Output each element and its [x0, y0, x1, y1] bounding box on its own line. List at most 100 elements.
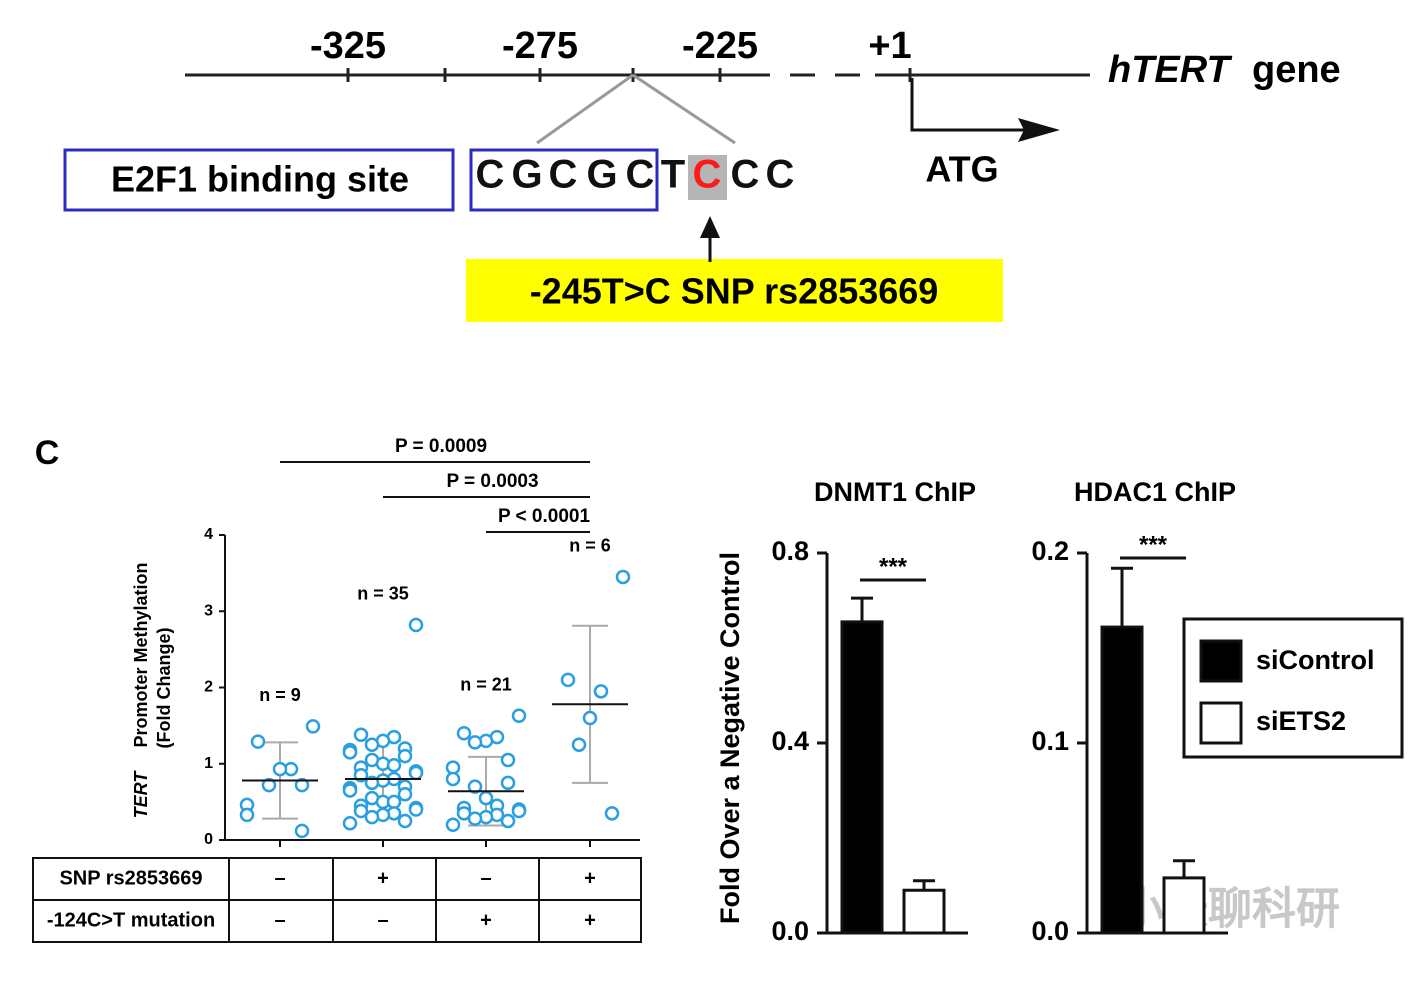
data-point [364, 809, 380, 825]
data-point [353, 727, 369, 743]
data-point [408, 765, 424, 781]
p-value: P = 0.0003 [446, 471, 538, 492]
n-label: n = 6 [569, 536, 611, 556]
y-axis-label: Promoter Methylation [131, 562, 151, 747]
legend-label: siControl [1256, 645, 1375, 675]
data-point [250, 734, 266, 749]
chart-title: DNMT1 ChIP [814, 477, 976, 507]
data-point [353, 803, 369, 819]
data-point [571, 737, 587, 752]
data-point [445, 817, 461, 832]
table-cell: – [274, 909, 285, 931]
legend-swatch [1199, 701, 1243, 745]
data-point [397, 813, 413, 829]
sequence-letter: C [549, 153, 578, 197]
table-cell: – [274, 867, 285, 889]
bar [1100, 625, 1144, 935]
table-cell: + [480, 909, 492, 931]
chart-title: HDAC1 ChIP [1074, 477, 1236, 507]
data-point [294, 823, 310, 839]
data-point [511, 803, 527, 819]
data-point [342, 783, 358, 798]
n-label: n = 35 [357, 584, 409, 604]
data-point [582, 710, 598, 726]
gene-line [185, 68, 1090, 82]
sequence-letter: C [766, 153, 795, 197]
panel-label: C [35, 434, 60, 472]
data-point [615, 569, 631, 585]
legend-label: siETS2 [1256, 706, 1346, 736]
p-value: P = 0.0009 [395, 436, 487, 457]
legend-swatch [1199, 639, 1243, 683]
y-tick-label: 3 [204, 602, 213, 619]
table-cell: -124C>T mutation [47, 909, 215, 931]
position-label: -225 [682, 25, 758, 67]
y-axis-label: TERT [131, 770, 151, 819]
y-tick-label: 0.0 [1031, 916, 1069, 946]
y-axis-label: (Fold Change) [154, 628, 174, 749]
table-cell: + [584, 867, 596, 889]
y-tick-label: 4 [204, 526, 213, 543]
sequence-letter: G [586, 153, 617, 197]
gene-word: gene [1252, 49, 1341, 91]
position-label: -275 [502, 25, 578, 67]
significance: *** [879, 553, 908, 580]
data-point [467, 735, 483, 750]
significance: *** [1139, 531, 1168, 558]
y-tick-label: 0.1 [1031, 726, 1069, 756]
watermark: 小张聊科研 [1120, 885, 1340, 934]
data-point [342, 745, 358, 760]
data-point [261, 777, 277, 793]
y-tick-label: 0.2 [1031, 536, 1069, 566]
sequence-letter: C [626, 153, 655, 197]
position-label: -325 [310, 25, 386, 67]
data-point [294, 777, 310, 793]
atg-label: ATG [925, 149, 998, 190]
data-point [364, 737, 380, 752]
bar [1162, 876, 1206, 935]
y-tick-label: 0.8 [771, 536, 809, 566]
data-point [500, 752, 516, 768]
e2f1-label: E2F1 binding site [111, 159, 409, 200]
table-cell: – [480, 867, 491, 889]
data-point [604, 806, 620, 821]
n-label: n = 9 [259, 685, 301, 705]
snp-box [466, 259, 1003, 322]
data-point [478, 790, 494, 806]
snp-label: -245T>C SNP rs2853669 [530, 271, 939, 312]
site-box [469, 148, 659, 212]
y-tick-label: 2 [204, 679, 213, 696]
data-point [408, 617, 424, 633]
sequence-letter: T [661, 153, 685, 197]
sequence-letter: C [693, 153, 722, 197]
table-cell: + [584, 909, 596, 931]
data-point [456, 806, 472, 821]
data-point [386, 758, 402, 773]
y-tick-label: 0.4 [771, 726, 809, 756]
data-point [467, 811, 483, 826]
table-cell: + [377, 867, 389, 889]
sequence-letter: C [476, 153, 505, 197]
data-point [408, 802, 424, 817]
y-tick-label: 1 [204, 755, 213, 772]
gene-symbol: hTERT [1108, 49, 1233, 91]
data-point [342, 815, 358, 831]
sequence-letter: G [511, 153, 542, 197]
table-cell: SNP rs2853669 [59, 867, 202, 889]
table-cell: – [377, 909, 388, 931]
snp-highlight [688, 155, 727, 200]
data-point [272, 761, 288, 777]
bar [840, 620, 884, 935]
arrow-head [1018, 118, 1060, 142]
zoom-lines [536, 73, 736, 145]
data-point [500, 775, 516, 791]
data-point [445, 771, 461, 787]
data-point [305, 719, 321, 734]
data-point [593, 684, 609, 699]
p-value: P < 0.0001 [498, 506, 591, 527]
data-point [239, 807, 255, 823]
y-axis-label: Fold Over a Negative Control [715, 552, 745, 924]
data-point [560, 672, 576, 688]
data-point [511, 708, 527, 723]
e2f1-box [63, 148, 455, 212]
